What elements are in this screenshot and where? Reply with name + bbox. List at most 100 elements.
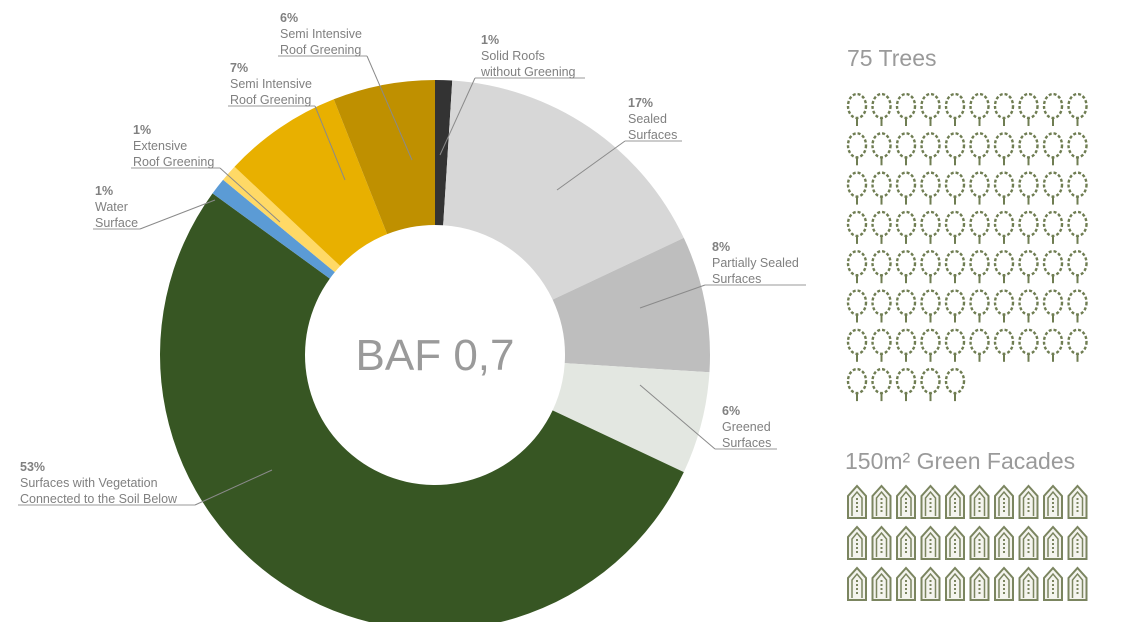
segment-name: Surfaces with Vegetation Connected to th… <box>20 476 178 506</box>
segment-label: 1% Solid Roofs without Greening <box>481 32 576 80</box>
tree-crown <box>846 367 868 395</box>
leader-line <box>194 469 273 506</box>
tree-crown <box>969 250 990 277</box>
tree-icon <box>993 92 1015 126</box>
segment-label: 6% Greened Surfaces <box>722 403 771 451</box>
tree-icon <box>846 250 868 284</box>
tree-icon <box>969 210 990 244</box>
tree-icon <box>846 132 868 166</box>
tree-icon <box>846 367 868 402</box>
segment-percent: 1% <box>95 184 114 198</box>
tree-icon <box>1067 250 1088 284</box>
tree-icon <box>895 132 917 166</box>
tree-icon <box>944 250 966 284</box>
tree-crown <box>993 250 1015 277</box>
tree-crown <box>1067 289 1088 316</box>
tree-icon <box>993 328 1015 362</box>
tree-icon <box>1042 328 1064 362</box>
tree-icon <box>1018 171 1039 205</box>
tree-icon <box>871 250 892 284</box>
tree-crown <box>993 289 1015 316</box>
tree-crown <box>969 132 990 159</box>
tree-icon <box>944 367 966 402</box>
facade-icon <box>896 525 916 560</box>
tree-icon <box>969 289 990 323</box>
facade-icon <box>969 484 990 519</box>
segment-percent: 53% <box>20 460 46 474</box>
tree-icon <box>846 210 868 244</box>
tree-icon <box>1067 171 1088 205</box>
segment-name: Water Surface <box>95 200 139 230</box>
tree-icon <box>895 289 917 323</box>
tree-crown <box>993 328 1015 355</box>
segment-percent: 1% <box>133 123 152 137</box>
tree-icon <box>1067 92 1088 126</box>
facade-inner <box>1071 572 1084 598</box>
facade-icon <box>920 566 941 601</box>
segment-percent: 17% <box>628 96 654 110</box>
tree-crown <box>920 250 941 277</box>
tree-crown <box>944 132 966 159</box>
tree-icon <box>969 328 990 362</box>
tree-crown <box>871 210 892 238</box>
tree-crown <box>1018 132 1039 159</box>
leader-line <box>439 77 476 156</box>
segment-label: 17% Sealed Surfaces <box>628 95 677 143</box>
leader-line <box>219 167 281 223</box>
facade-icon <box>1043 525 1063 560</box>
tree-icon <box>1018 92 1039 126</box>
tree-crown <box>1067 250 1088 277</box>
tree-icon <box>920 328 941 362</box>
tree-crown <box>1018 250 1039 277</box>
tree-crown <box>944 171 966 198</box>
tree-crown <box>871 250 892 277</box>
tree-icon <box>871 210 892 244</box>
donut-segment <box>552 363 710 473</box>
tree-icon <box>1042 171 1064 205</box>
tree-icon <box>1042 250 1064 284</box>
facade-inner <box>851 572 863 598</box>
facade-inner <box>900 531 912 557</box>
segment-label: 7% Semi Intensive Roof Greening <box>230 60 312 108</box>
tree-icon <box>846 328 868 362</box>
tree-icon <box>871 92 892 126</box>
donut-segment <box>552 237 710 373</box>
facade-inner <box>1071 490 1084 516</box>
center-label: BAF 0,7 <box>356 331 515 380</box>
tree-icon <box>969 171 990 205</box>
tree-crown <box>1067 328 1088 355</box>
tree-crown <box>993 132 1015 159</box>
facade-inner <box>949 531 961 557</box>
tree-crown <box>1042 92 1064 120</box>
segment-percent: 6% <box>722 404 741 418</box>
tree-icon <box>969 250 990 284</box>
segment-name: Greened Surfaces <box>722 420 772 450</box>
facade-inner <box>924 490 937 516</box>
tree-icon <box>895 92 917 126</box>
tree-crown <box>944 92 966 120</box>
tree-crown <box>920 367 941 395</box>
tree-crown <box>969 210 990 238</box>
tree-crown <box>920 132 941 159</box>
facade-icon <box>1067 525 1088 560</box>
tree-crown <box>1042 210 1064 238</box>
segment-name: Semi Intensive Roof Greening <box>230 77 312 107</box>
donut-segment <box>212 179 335 279</box>
tree-icon <box>895 250 917 284</box>
facade-icon <box>896 566 916 601</box>
facade-inner <box>1022 490 1035 516</box>
tree-crown <box>993 171 1015 198</box>
facade-inner <box>875 490 888 516</box>
tree-crown <box>1018 171 1039 198</box>
segment-label: 53% Surfaces with Vegetation Connected to… <box>20 459 177 507</box>
tree-icon <box>944 328 966 362</box>
facade-inner <box>998 531 1010 557</box>
tree-crown <box>944 328 966 355</box>
facades-title: 150m² Green Facades <box>845 448 1076 474</box>
tree-crown <box>895 250 917 277</box>
tree-icon <box>1067 210 1088 244</box>
facade-icon <box>1018 484 1039 519</box>
tree-icon <box>1042 92 1064 126</box>
segment-name: Sealed Surfaces <box>628 112 678 142</box>
tree-icon <box>1042 289 1064 323</box>
